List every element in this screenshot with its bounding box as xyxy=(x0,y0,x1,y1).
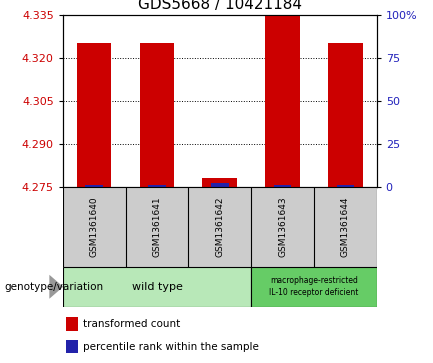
Bar xyxy=(140,43,174,187)
Text: GSM1361644: GSM1361644 xyxy=(341,197,350,257)
Bar xyxy=(274,185,291,187)
Text: wild type: wild type xyxy=(132,282,182,292)
Bar xyxy=(66,340,78,354)
Text: GSM1361641: GSM1361641 xyxy=(152,196,162,257)
Text: genotype/variation: genotype/variation xyxy=(4,282,103,292)
Bar xyxy=(265,15,300,187)
Text: GSM1361643: GSM1361643 xyxy=(278,196,287,257)
Bar xyxy=(148,185,166,187)
Text: macrophage-restricted
IL-10 receptor deficient: macrophage-restricted IL-10 receptor def… xyxy=(269,276,359,297)
Polygon shape xyxy=(49,275,63,299)
FancyBboxPatch shape xyxy=(63,267,251,307)
Bar xyxy=(85,185,103,187)
Bar xyxy=(211,184,229,187)
Text: GSM1361640: GSM1361640 xyxy=(90,196,99,257)
FancyBboxPatch shape xyxy=(251,267,377,307)
Title: GDS5668 / 10421184: GDS5668 / 10421184 xyxy=(138,0,302,12)
FancyBboxPatch shape xyxy=(63,187,377,267)
Bar xyxy=(336,185,354,187)
Bar xyxy=(66,317,78,331)
Text: GSM1361642: GSM1361642 xyxy=(215,197,224,257)
Bar xyxy=(328,43,362,187)
Bar xyxy=(77,43,111,187)
Text: transformed count: transformed count xyxy=(83,319,181,329)
Bar xyxy=(203,178,237,187)
Text: percentile rank within the sample: percentile rank within the sample xyxy=(83,342,259,352)
